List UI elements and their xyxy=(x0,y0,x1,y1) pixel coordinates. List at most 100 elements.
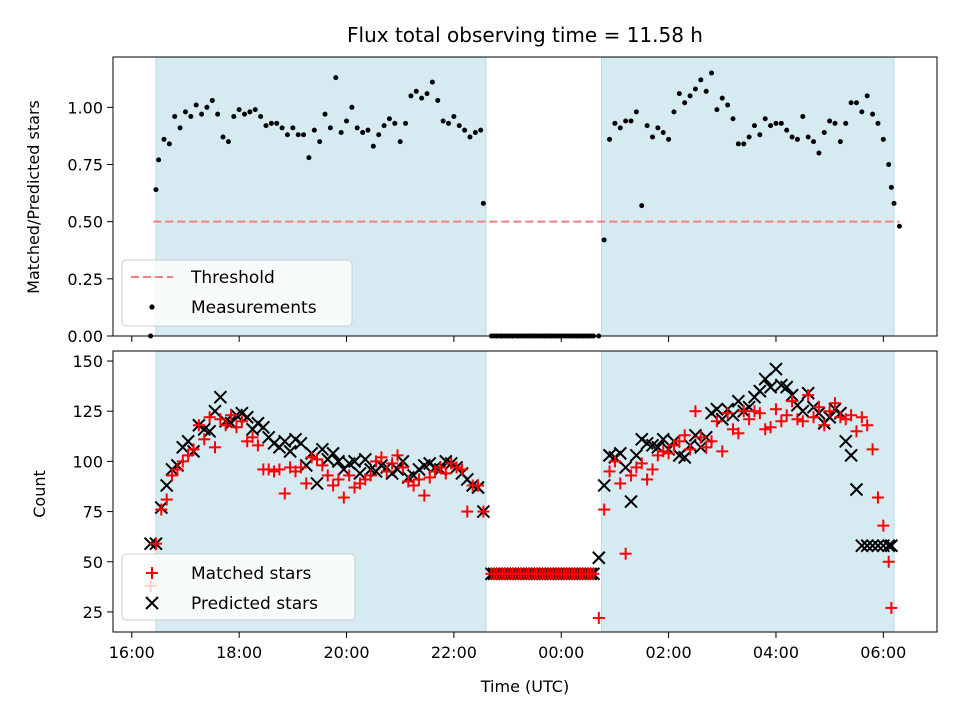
matched-star-point xyxy=(753,407,766,420)
matched-star-point xyxy=(823,405,836,418)
measurement-point xyxy=(322,111,328,117)
matched-star-point xyxy=(812,401,825,414)
predicted-star-point xyxy=(159,478,174,493)
measurement-point xyxy=(757,132,763,138)
measurement-point xyxy=(429,79,435,85)
bottom-y-tick-label: 100 xyxy=(72,452,103,471)
measurement-point xyxy=(381,123,387,129)
matched-star-point xyxy=(203,411,216,424)
predicted-star-point xyxy=(849,482,864,497)
predicted-star-point xyxy=(763,380,778,394)
measurement-point xyxy=(204,104,210,110)
measurement-point xyxy=(360,129,366,135)
matched-star-point xyxy=(743,413,756,426)
matched-star-point xyxy=(423,471,436,484)
predicted-star-point xyxy=(597,478,611,493)
measurement-point xyxy=(751,123,757,129)
measurement-point xyxy=(837,139,843,145)
predicted-star-point xyxy=(613,446,627,461)
legend-predicted-swatch xyxy=(145,596,159,610)
measurement-point xyxy=(832,120,838,126)
predicted-star-point xyxy=(299,458,313,473)
matched-star-point xyxy=(689,405,702,418)
matched-star-point xyxy=(364,469,377,482)
matched-star-point xyxy=(732,427,745,440)
measurement-point xyxy=(274,120,280,126)
measurement-point xyxy=(231,113,237,119)
matched-star-point xyxy=(694,431,707,444)
measurement-point xyxy=(263,123,269,129)
matched-star-point xyxy=(300,477,313,490)
predicted-star-point xyxy=(624,494,638,509)
measurement-point xyxy=(480,200,486,206)
measurement-point xyxy=(199,111,205,117)
measurement-point xyxy=(268,120,274,126)
matched-star-point xyxy=(246,431,259,444)
measurement-point xyxy=(655,125,661,131)
x-tick-label: 22:00 xyxy=(431,643,477,662)
matched-star-point xyxy=(434,461,447,474)
bottom-y-tick-label: 25 xyxy=(83,603,103,622)
matched-star-point xyxy=(386,457,399,470)
measurement-point xyxy=(628,118,634,124)
measurement-point xyxy=(843,120,849,126)
matched-star-point xyxy=(230,421,243,434)
measurement-point xyxy=(623,118,629,124)
measurement-point xyxy=(601,237,607,243)
measurement-point xyxy=(435,97,441,103)
x-tick-label: 00:00 xyxy=(538,643,584,662)
predicted-star-point xyxy=(865,538,880,553)
measurement-point xyxy=(462,127,468,133)
matched-star-point xyxy=(614,477,627,490)
predicted-star-point xyxy=(347,454,362,469)
matched-star-point xyxy=(759,423,772,436)
matched-star-point xyxy=(700,441,713,454)
measurement-point xyxy=(698,77,704,83)
measurement-point xyxy=(633,109,639,115)
measurement-point xyxy=(649,134,655,140)
matched-star-point xyxy=(380,465,393,478)
predicted-star-point xyxy=(844,448,858,463)
matched-star-point xyxy=(786,395,799,408)
measurement-point xyxy=(413,88,419,94)
x-tick-label: 18:00 xyxy=(216,643,262,662)
measurement-point xyxy=(311,127,317,133)
measurement-point xyxy=(478,127,484,133)
measurement-point xyxy=(279,125,285,131)
measurement-point xyxy=(676,91,682,97)
matched-star-point xyxy=(327,479,340,492)
measurement-point xyxy=(215,111,221,117)
predicted-star-point xyxy=(358,452,373,467)
matched-star-point xyxy=(461,505,474,518)
measurement-point xyxy=(193,102,199,108)
predicted-star-point xyxy=(884,538,899,553)
measurement-point xyxy=(714,107,720,113)
measurement-point xyxy=(746,134,752,140)
predicted-star-point xyxy=(618,460,633,475)
measurement-point xyxy=(306,155,312,161)
predicted-star-point xyxy=(769,362,783,376)
matched-star-point xyxy=(418,489,431,502)
bottom-y-tick-label: 150 xyxy=(72,352,103,371)
measurement-point xyxy=(247,109,253,115)
measurement-point xyxy=(811,139,817,145)
predicted-star-point xyxy=(785,388,799,402)
measurement-point xyxy=(741,141,747,147)
matched-star-point xyxy=(796,415,809,428)
measurement-point xyxy=(725,102,731,108)
matched-star-point xyxy=(829,397,842,410)
top-y-axis-label: Matched/Predicted stars xyxy=(24,100,43,294)
measurement-point xyxy=(671,109,677,115)
matched-star-point xyxy=(171,463,184,476)
measurement-point xyxy=(612,120,618,126)
matched-star-point xyxy=(775,415,788,428)
measurement-point xyxy=(301,132,307,138)
measurement-point xyxy=(896,223,902,229)
measurement-point xyxy=(789,134,795,140)
matched-star-point xyxy=(598,503,611,516)
predicted-star-point xyxy=(758,372,772,386)
measurement-point xyxy=(333,75,339,81)
matched-star-point xyxy=(818,419,831,432)
x-tick-label: 06:00 xyxy=(860,643,906,662)
bottom-y-tick-label: 75 xyxy=(83,503,103,522)
